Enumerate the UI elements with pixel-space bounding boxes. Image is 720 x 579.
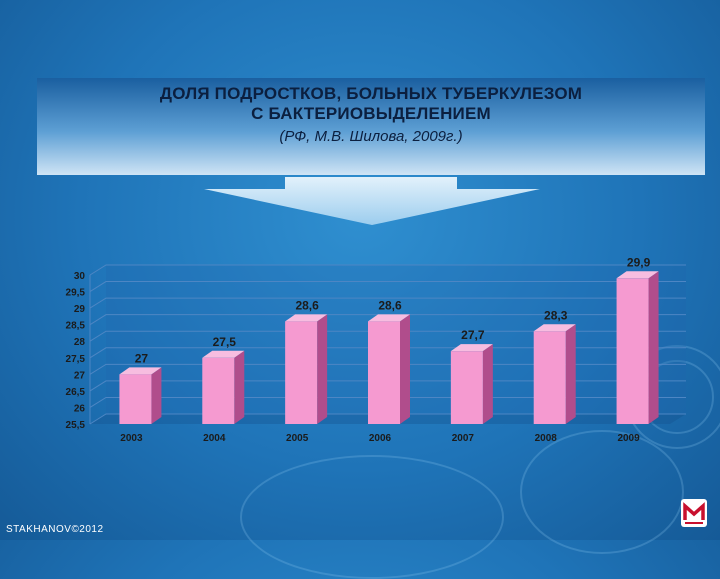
chart-title-line1: ДОЛЯ ПОДРОСТКОВ, БОЛЬНЫХ ТУБЕРКУЛЕЗОМ [159, 84, 583, 103]
bar-series: 27 27,5 28,6 28,6 27,7 28,3 29,9 [119, 255, 659, 424]
bar-value-label: 28,6 [378, 298, 402, 312]
bar-side [400, 314, 410, 424]
grid-line [89, 297, 686, 309]
grid-line [89, 314, 686, 326]
chart-source-note: (РФ, М.В. Шилова, 2009г.) [279, 128, 463, 145]
y-tick-label: 26 [74, 403, 86, 414]
y-tick-label: 29,5 [66, 288, 86, 299]
bar-front [533, 331, 566, 424]
y-tick-label: 28,5 [66, 321, 86, 332]
logo-icon [681, 499, 707, 527]
y-tick-label: 27,5 [66, 354, 86, 365]
x-tick-label: 2004 [203, 433, 226, 444]
y-tick-label: 27 [74, 370, 86, 381]
y-tick-label: 28 [74, 337, 86, 348]
bar-side [648, 271, 659, 424]
bar: 27 [119, 351, 162, 424]
y-axis-ticks: 25,5 26 26,5 27 27,5 28 28,5 29 29,5 30 [66, 271, 86, 431]
bar-front [202, 357, 235, 424]
bar: 28,6 [285, 298, 328, 424]
down-arrow-icon [204, 177, 540, 225]
x-tick-label: 2005 [286, 433, 309, 444]
bar-side [151, 367, 162, 424]
bar-top [119, 367, 162, 375]
bar-value-label: 27,5 [213, 335, 237, 349]
bar-value-label: 27 [135, 351, 149, 365]
bar-front [450, 351, 483, 424]
bar: 27,7 [450, 328, 493, 424]
bar: 27,5 [202, 335, 245, 424]
bar: 28,3 [533, 308, 576, 424]
bar-value-label: 29,9 [627, 255, 651, 269]
bar: 28,6 [368, 298, 410, 424]
bar-top [616, 271, 659, 279]
bar-front [616, 278, 649, 424]
bar-side [482, 344, 493, 424]
bar-top [533, 324, 576, 332]
y-tick-label: 29 [74, 304, 86, 315]
bar-chart: 25,5 26 26,5 27 27,5 28 28,5 29 29,5 30 27 27,5 28,… [66, 255, 686, 444]
bar-front [285, 321, 318, 424]
title-banner: ДОЛЯ ПОДРОСТКОВ, БОЛЬНЫХ ТУБЕРКУЛЕЗОМ С … [37, 78, 705, 175]
x-tick-label: 2008 [535, 433, 558, 444]
footer-credit: STAKHANOV©2012 [6, 524, 104, 535]
x-axis-ticks: 2003 2004 2005 2006 2007 2008 2009 [120, 433, 640, 444]
grid-line [89, 281, 686, 292]
bar-side [565, 324, 576, 424]
bar-front [119, 374, 152, 424]
bar-side [234, 350, 245, 424]
x-tick-label: 2006 [369, 433, 392, 444]
bar-value-label: 28,3 [544, 308, 568, 322]
bar-top [202, 350, 245, 358]
bar-top [285, 314, 328, 322]
x-tick-label: 2003 [120, 433, 143, 444]
x-tick-label: 2009 [617, 433, 640, 444]
chart-title-line2: С БАКТЕРИОВЫДЕЛЕНИЕМ [251, 104, 491, 123]
x-tick-label: 2007 [452, 433, 475, 444]
y-tick-label: 30 [74, 271, 86, 282]
bar-top [450, 344, 493, 352]
y-tick-label: 26,5 [66, 387, 86, 398]
bar-value-label: 27,7 [461, 328, 485, 342]
grid-line [89, 264, 686, 276]
bar-side [317, 314, 328, 424]
bar: 29,9 [616, 255, 659, 424]
bar-front [368, 321, 400, 424]
y-tick-label: 25,5 [66, 420, 86, 431]
bar-value-label: 28,6 [295, 298, 319, 312]
grid-line [89, 330, 686, 342]
bar-top [368, 314, 410, 322]
